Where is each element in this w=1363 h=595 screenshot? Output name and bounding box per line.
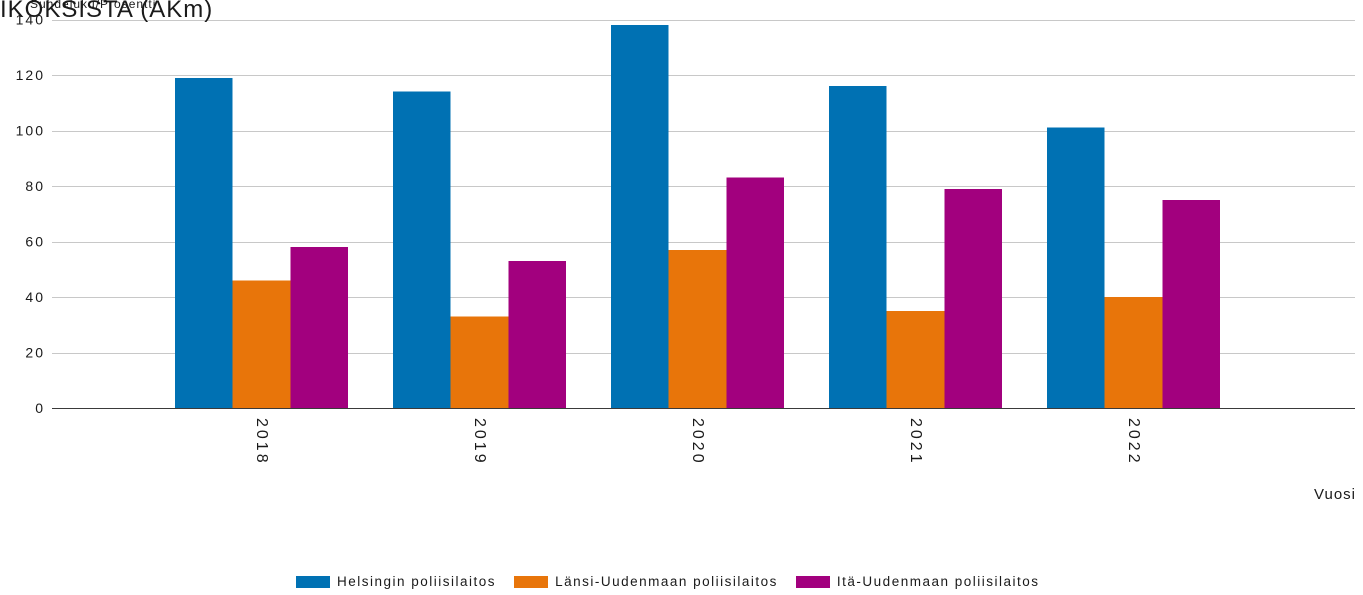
- bar-2019-helsingin-poliisilaitos: [393, 91, 451, 409]
- x-tick-label-2021: 2021: [907, 418, 924, 466]
- legend-swatch-ita-uusimaa: [795, 576, 830, 588]
- legend: Helsingin poliisilaitos Länsi-Uudenmaan …: [296, 575, 1058, 589]
- legend-item-helsinki: Helsingin poliisilaitos: [296, 575, 496, 589]
- legend-label-ita-uusimaa: Itä-Uudenmaan poliisilaitos: [836, 574, 1040, 589]
- legend-item-ita-uusimaa: Itä-Uudenmaan poliisilaitos: [795, 574, 1040, 589]
- bar-2020-lansi-uudenmaan-poliisilaitos: [668, 249, 727, 408]
- legend-item-lansi-uusimaa: Länsi-Uudenmaan poliisilaitos: [514, 575, 778, 589]
- bar-2021-ita-uudenmaan-poliisilaitos: [944, 188, 1003, 408]
- x-tick-label-2022: 2022: [1125, 418, 1142, 466]
- bar-2022-helsingin-poliisilaitos: [1047, 127, 1105, 408]
- y-tick-label-0: 0: [35, 400, 45, 416]
- legend-label-lansi-uusimaa: Länsi-Uudenmaan poliisilaitos: [555, 574, 778, 589]
- bar-2018-helsingin-poliisilaitos: [175, 77, 233, 409]
- bar-2018-lansi-uudenmaan-poliisilaitos: [232, 280, 291, 408]
- x-tick-label-2020: 2020: [689, 418, 706, 466]
- x-axis-tick-labels: 2018 2019 2020 2021 2022: [253, 418, 1142, 466]
- y-tick-label-100: 100: [16, 123, 45, 139]
- bar-2019-lansi-uudenmaan-poliisilaitos: [450, 316, 509, 408]
- bar-2022-lansi-uudenmaan-poliisilaitos: [1104, 297, 1163, 408]
- y-axis-tick-labels: 0 20 40 60 80 100 120 140: [16, 12, 45, 417]
- y-axis-subtitle: Suhdeluku/Prosentti: [30, 0, 156, 11]
- x-axis-title: Vuosi: [1314, 486, 1356, 503]
- bar-2018-ita-uudenmaan-poliisilaitos: [290, 247, 349, 408]
- y-tick-label-80: 80: [25, 178, 45, 194]
- y-tick-label-20: 20: [25, 345, 45, 361]
- y-tick-label-40: 40: [25, 289, 45, 305]
- legend-swatch-helsinki: [296, 576, 330, 588]
- legend-swatch-lansi-uusimaa: [514, 576, 549, 588]
- y-tick-label-120: 120: [16, 67, 45, 83]
- y-axis-title: IKOKSISTA (AKm): [0, 0, 213, 23]
- bar-2020-helsingin-poliisilaitos: [611, 25, 669, 409]
- x-tick-label-2019: 2019: [471, 418, 488, 466]
- bar-2020-ita-uudenmaan-poliisilaitos: [726, 177, 785, 408]
- x-tick-label-2018: 2018: [253, 418, 270, 466]
- bar-2022-ita-uudenmaan-poliisilaitos: [1162, 199, 1221, 408]
- bar-2019-ita-uudenmaan-poliisilaitos: [508, 260, 567, 408]
- y-tick-label-60: 60: [25, 234, 45, 250]
- y-tick-label-140: 140: [16, 12, 45, 28]
- legend-label-helsinki: Helsingin poliisilaitos: [337, 574, 497, 589]
- bars: [175, 25, 1221, 409]
- bar-2021-lansi-uudenmaan-poliisilaitos: [886, 310, 945, 408]
- bar-2021-helsingin-poliisilaitos: [829, 86, 887, 408]
